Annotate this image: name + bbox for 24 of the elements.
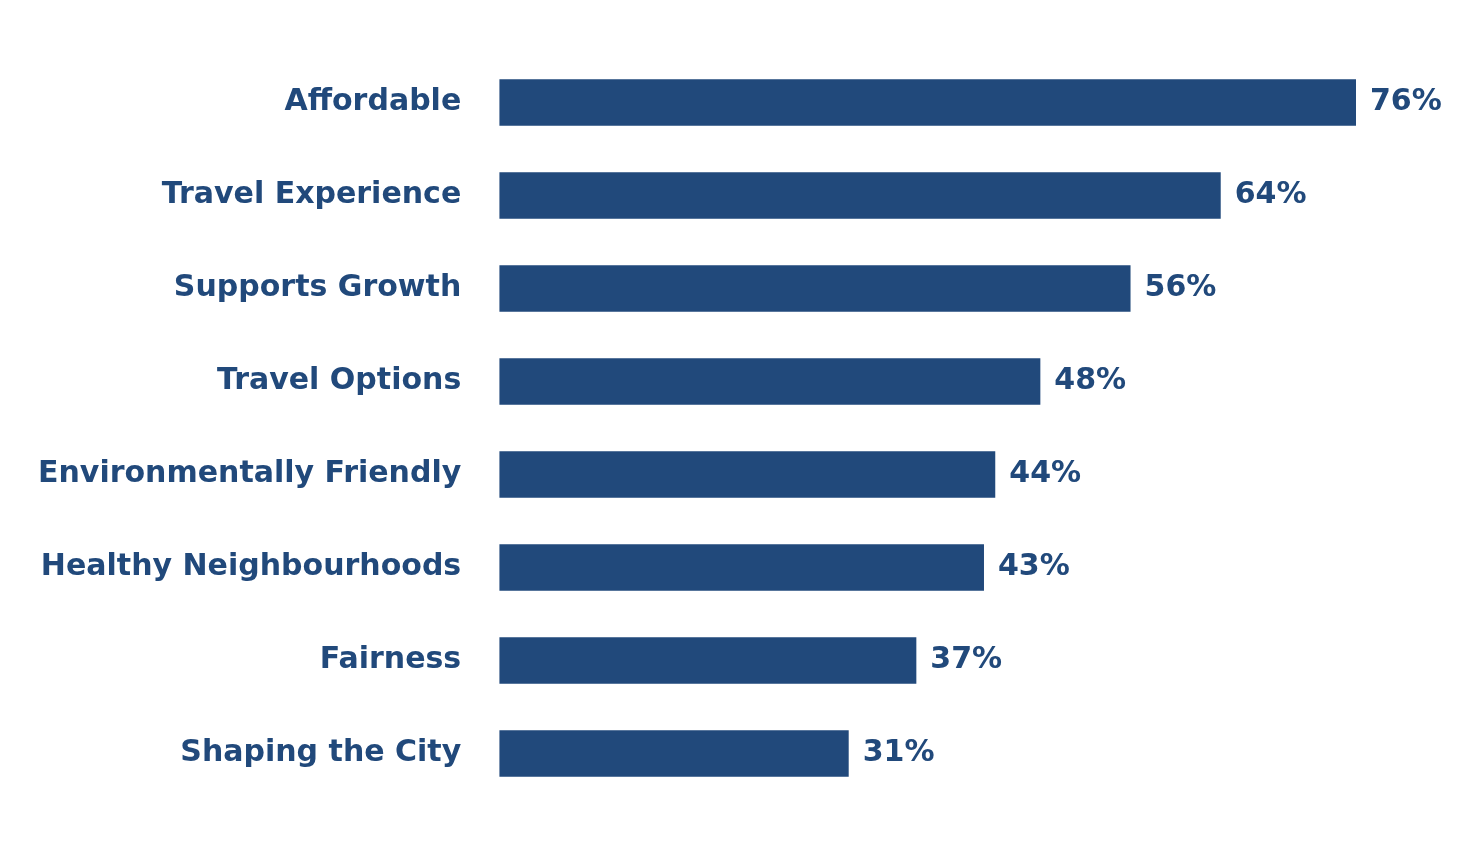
bar: [499, 358, 1041, 405]
data-label: 64%: [1234, 175, 1307, 211]
y-tick-label: Environmentally Friendly: [37, 454, 462, 490]
y-tick-label: Affordable: [284, 82, 462, 118]
y-tick-label: Travel Options: [216, 361, 462, 397]
data-label: 37%: [930, 640, 1003, 676]
data-label: 56%: [1144, 268, 1217, 304]
bar: [499, 172, 1221, 219]
y-tick-label: Supports Growth: [173, 268, 462, 304]
data-label: 76%: [1370, 82, 1442, 118]
bar: [499, 451, 996, 498]
y-tick-label: Shaping the City: [180, 733, 462, 769]
bar: [499, 544, 984, 591]
data-label: 31%: [862, 733, 935, 769]
bar: [499, 79, 1356, 126]
bar: [499, 265, 1131, 312]
y-tick-label: Fairness: [319, 640, 462, 676]
data-label: 43%: [997, 547, 1070, 583]
bar: [499, 730, 849, 777]
bar: [499, 637, 917, 684]
y-tick-label: Healthy Neighbourhoods: [40, 547, 462, 583]
data-label: 44%: [1009, 454, 1082, 490]
data-label: 48%: [1054, 361, 1127, 397]
y-tick-label: Travel Experience: [161, 175, 462, 211]
